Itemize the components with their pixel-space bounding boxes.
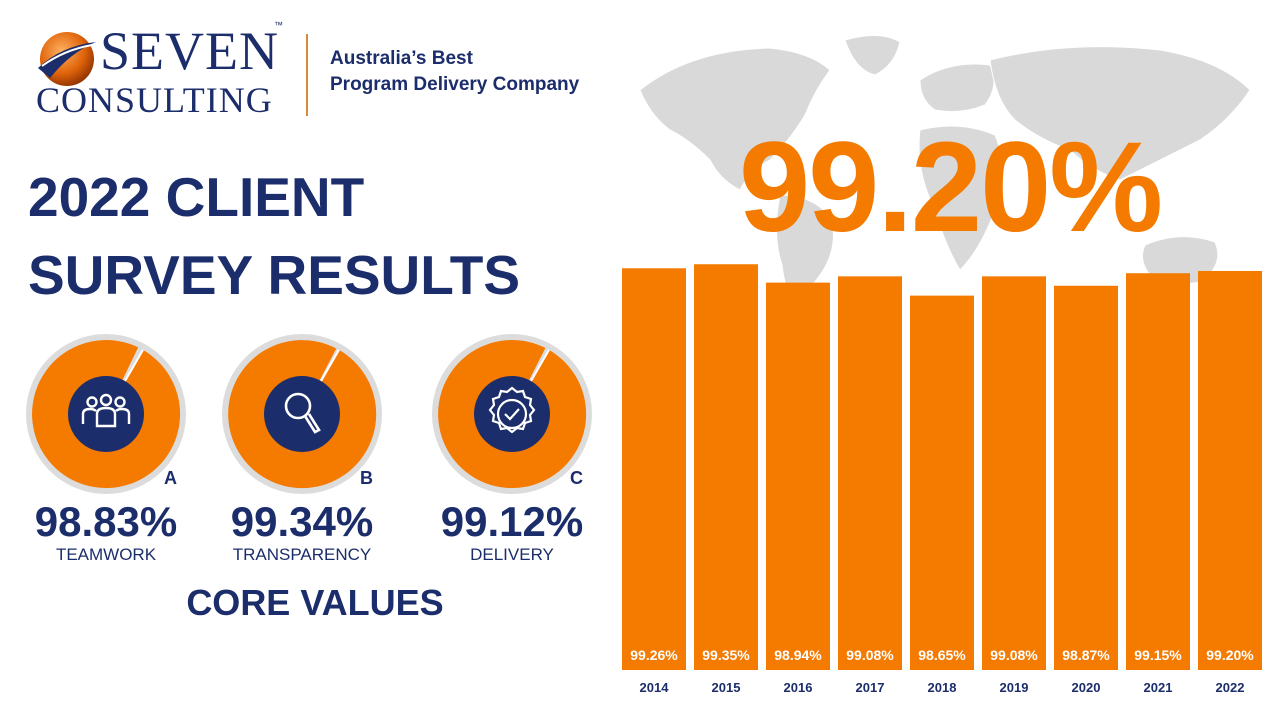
x-tick-label: 2014 bbox=[640, 680, 670, 695]
bar-value-label: 99.08% bbox=[990, 647, 1038, 663]
donut-letter-b: B bbox=[360, 468, 373, 488]
x-tick-label: 2020 bbox=[1072, 680, 1101, 695]
bar-2015 bbox=[694, 264, 758, 670]
delivery-label: DELIVERY bbox=[470, 545, 554, 564]
core-value-teamwork: A 98.83% TEAMWORK bbox=[26, 334, 186, 564]
transparency-value: 99.34% bbox=[230, 498, 374, 545]
logo-text-consulting: CONSULTING bbox=[36, 80, 273, 120]
check-badge-icon bbox=[488, 386, 536, 434]
teamwork-donut bbox=[26, 334, 186, 494]
logo-text-seven: SEVEN bbox=[100, 21, 279, 81]
bar-value-label: 99.08% bbox=[846, 647, 894, 663]
core-values-heading: CORE VALUES bbox=[186, 582, 444, 623]
donut-letter-a: A bbox=[164, 468, 177, 488]
page-title: 2022 CLIENT SURVEY RESULTS bbox=[28, 158, 520, 314]
trademark-symbol: ™ bbox=[274, 20, 283, 30]
bar-value-label: 98.65% bbox=[918, 647, 966, 663]
title-line-2: SURVEY RESULTS bbox=[28, 244, 521, 306]
x-tick-label: 2019 bbox=[1000, 680, 1029, 695]
value-labels-group: 99.26% 99.35% 98.94% 99.08% 98.65% 99.08% 98.8… bbox=[630, 647, 1254, 663]
x-tick-label: 2022 bbox=[1216, 680, 1245, 695]
company-logo: SEVEN ™ CONSULTING bbox=[36, 20, 296, 120]
bar-value-label: 99.35% bbox=[702, 647, 750, 663]
headline-value: 99.20% bbox=[738, 116, 1163, 259]
icon-circle bbox=[474, 376, 550, 452]
teamwork-label: TEAMWORK bbox=[55, 545, 157, 564]
people-group-icon bbox=[81, 393, 131, 428]
yearly-results-bar-chart: 99.26% 99.35% 98.94% 99.08% 98.65% 99.08% 98.8… bbox=[622, 264, 1262, 695]
logo-divider bbox=[306, 34, 308, 116]
x-tick-label: 2021 bbox=[1144, 680, 1173, 695]
bar-2016 bbox=[766, 282, 830, 670]
bar-value-label: 99.20% bbox=[1206, 647, 1254, 663]
core-value-delivery: C 99.12% DELIVERY bbox=[432, 334, 592, 564]
teamwork-value: 98.83% bbox=[34, 498, 178, 545]
title-line-1: 2022 CLIENT bbox=[28, 166, 365, 228]
x-tick-label: 2017 bbox=[856, 680, 885, 695]
transparency-donut bbox=[222, 334, 382, 494]
bars-group bbox=[622, 264, 1262, 670]
x-tick-label: 2018 bbox=[928, 680, 957, 695]
world-map-background bbox=[639, 35, 1251, 311]
transparency-label: TRANSPARENCY bbox=[232, 545, 372, 564]
core-value-transparency: B 99.34% TRANSPARENCY bbox=[222, 334, 382, 564]
x-tick-label: 2016 bbox=[784, 680, 813, 695]
bar-2017 bbox=[838, 276, 902, 670]
tagline-line-2: Program Delivery Company bbox=[330, 74, 580, 95]
tagline: Australia’s Best Program Delivery Compan… bbox=[330, 46, 579, 98]
donut-separator bbox=[320, 349, 340, 382]
x-tick-label: 2015 bbox=[712, 680, 741, 695]
bar-2021 bbox=[1126, 273, 1190, 670]
bar-2020 bbox=[1054, 285, 1118, 670]
magnifier-icon bbox=[284, 392, 321, 434]
delivery-donut bbox=[432, 334, 592, 494]
donut-separator bbox=[124, 349, 144, 382]
bar-value-label: 99.26% bbox=[630, 647, 678, 663]
bar-value-label: 99.15% bbox=[1134, 647, 1182, 663]
delivery-value: 99.12% bbox=[440, 498, 584, 545]
globe-swoosh-icon bbox=[38, 32, 96, 86]
icon-circle bbox=[264, 376, 340, 452]
bar-2022 bbox=[1198, 270, 1262, 670]
bar-value-label: 98.94% bbox=[774, 647, 822, 663]
bar-value-label: 98.87% bbox=[1062, 647, 1110, 663]
bar-2014 bbox=[622, 268, 686, 670]
icon-circle bbox=[68, 376, 144, 452]
bar-2018 bbox=[910, 295, 974, 670]
donut-separator bbox=[530, 349, 550, 382]
bar-2019 bbox=[982, 276, 1046, 670]
donut-letter-c: C bbox=[570, 468, 583, 488]
tagline-line-1: Australia’s Best bbox=[330, 48, 473, 69]
x-axis-labels-group: 2014 2015 2016 2017 2018 2019 2020 2021 2022 bbox=[640, 680, 1245, 695]
